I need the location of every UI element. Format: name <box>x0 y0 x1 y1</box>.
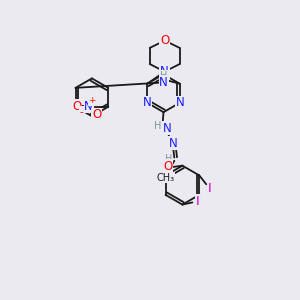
Text: +: + <box>88 96 96 105</box>
Text: O: O <box>163 160 172 173</box>
Text: O: O <box>160 34 169 47</box>
Text: N: N <box>159 68 168 81</box>
Text: N: N <box>163 122 171 135</box>
Text: CH₃: CH₃ <box>157 173 175 183</box>
Text: N: N <box>176 96 184 109</box>
Text: N: N <box>84 100 93 113</box>
Text: H: H <box>154 121 162 131</box>
Text: O: O <box>73 100 82 113</box>
Text: I: I <box>195 195 199 208</box>
Text: N: N <box>160 65 169 78</box>
Text: N: N <box>159 76 168 89</box>
Text: I: I <box>208 182 212 195</box>
Text: -: - <box>80 106 83 117</box>
Text: H: H <box>165 154 172 164</box>
Text: O: O <box>92 108 101 122</box>
Text: H: H <box>160 71 167 81</box>
Text: N: N <box>169 137 177 150</box>
Text: N: N <box>143 96 152 109</box>
